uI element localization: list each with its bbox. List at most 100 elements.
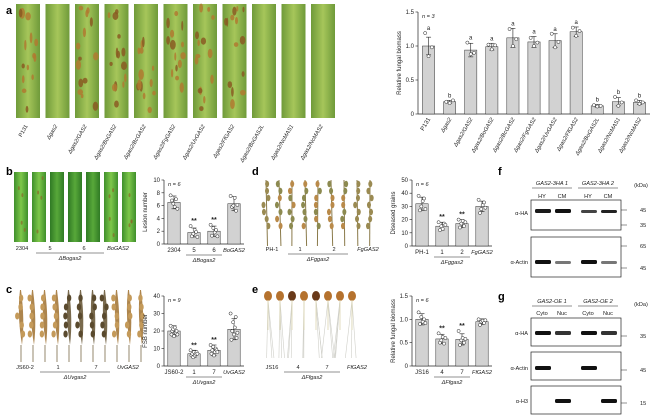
- chart-d-point: [443, 223, 448, 227]
- panel-b-photo: [14, 172, 136, 242]
- chart-d-point: [476, 197, 481, 202]
- chart-a-ytick-label: 0: [411, 112, 415, 118]
- panel-a-photo-label: Δgas2/NcMAS1: [270, 124, 295, 162]
- chart-d-point: [482, 200, 486, 205]
- chart-b-category-label: 2304: [167, 248, 181, 254]
- chart-d-n-label: n = 6: [416, 182, 429, 188]
- panel-label-c: c: [6, 284, 12, 296]
- chart-a-point: [640, 100, 645, 105]
- chart-a-ytick-label: 1.0: [406, 44, 415, 50]
- panel-label-g: g: [498, 291, 505, 303]
- chart-a-point: [577, 29, 582, 33]
- chart-a-point: [426, 54, 431, 59]
- chart-d-point: [479, 207, 484, 211]
- panel-g-lane-1: Cyto: [536, 311, 548, 317]
- chart-c-point: [195, 351, 200, 356]
- panel-b-chart: 0 2 4 6 8 10 Lesion number n = 6 ** ** 2304 5 6 BoGAS…: [143, 178, 246, 264]
- chart-b-ylabel: Lesion number: [143, 192, 149, 232]
- chart-a-category-label: Δgas2: [440, 116, 454, 134]
- chart-d-ytick-label: 30: [401, 204, 408, 210]
- chart-a-point: [511, 44, 515, 48]
- panel-a-photo-label: Δgas2/FfGAS2: [212, 123, 237, 160]
- chart-e-category-label: FfGAS2: [472, 370, 493, 376]
- panel-b-photo-label: 6: [82, 246, 85, 252]
- chart-d-ytick-label: 50: [401, 178, 408, 184]
- panel-e-photo-labels: JS16 4 7 FfGAS2 ΔFfgas2: [266, 365, 368, 381]
- chart-b-ytick-label: 2: [157, 229, 161, 235]
- chart-c-annotation: **: [191, 342, 197, 349]
- chart-e-point: [478, 323, 482, 327]
- chart-e-point: [416, 310, 421, 315]
- panel-f-lane-3: HY: [584, 194, 592, 200]
- panel-b-photo-labels: 2304 5 6 BoGAS2 ΔBogas2: [16, 246, 130, 262]
- chart-a-point: [489, 47, 494, 52]
- chart-d-point: [419, 204, 424, 209]
- chart-e-point: [439, 338, 444, 343]
- chart-a-point: [556, 40, 561, 44]
- chart-c-group-label: ΔUvgas2: [192, 380, 217, 386]
- chart-a-point: [472, 50, 476, 55]
- chart-b-point: [172, 205, 177, 209]
- chart-e-point: [458, 343, 462, 347]
- chart-b-point: [232, 196, 237, 200]
- chart-a-point: [598, 103, 603, 108]
- chart-e-bar: [475, 321, 489, 367]
- panel-f-blot-ha-label: α-HA: [515, 211, 528, 217]
- chart-d-ytick-label: 10: [401, 231, 408, 237]
- chart-e-point: [419, 315, 424, 319]
- chart-a-bar: [527, 41, 541, 115]
- panel-c-group-label: ΔUvgas2: [63, 375, 88, 381]
- panel-d-photo: [261, 179, 374, 247]
- chart-b-ytick-label: 4: [157, 216, 161, 222]
- chart-a-point: [444, 99, 449, 104]
- chart-a-point: [595, 104, 600, 109]
- chart-b-point: [231, 203, 236, 208]
- panel-f-lane-4: CM: [604, 194, 613, 200]
- chart-d-ylabel: Diseased grains: [391, 191, 397, 234]
- chart-d-bar: [475, 206, 489, 247]
- panel-b-photo-label: 5: [48, 246, 51, 252]
- chart-d-annotation: **: [459, 212, 465, 219]
- chart-d-category-label: 2: [460, 250, 464, 256]
- panel-g-blot: GAS2-OE 1 GAS2-OE 2 Cyto Nuc Cyto Nuc (k…: [510, 299, 648, 415]
- chart-e-point: [463, 337, 468, 341]
- chart-a-annotation: b: [448, 93, 452, 99]
- chart-a-point: [535, 40, 540, 45]
- panel-a-photo-label: P131: [18, 124, 30, 138]
- chart-d-point: [463, 220, 468, 225]
- chart-d-category-label: PH-1: [415, 250, 429, 256]
- panel-label-e: e: [252, 284, 258, 296]
- panel-g-header-2: GAS2-OE 2: [583, 299, 613, 305]
- chart-a-ytick-label: 1.5: [406, 10, 415, 16]
- chart-b-annotation: **: [191, 218, 197, 225]
- chart-a-bar: [569, 31, 583, 115]
- chart-d-category-label: 1: [440, 250, 444, 256]
- chart-a-point: [574, 33, 579, 38]
- panel-e-photo-label: JS16: [266, 365, 279, 371]
- chart-e-point: [462, 340, 466, 345]
- chart-e-point: [483, 318, 488, 323]
- panel-a-chart: 0 0.5 1.0 1.5 Relative fungal biomass n = 3 a b…: [397, 10, 650, 158]
- panel-a-photo-label: Δgas2/NcMAS2: [299, 123, 325, 162]
- panel-a-photo-label: Δgas2/BcGAS2: [123, 123, 149, 161]
- chart-b-category-label: BoGAS2: [223, 248, 246, 254]
- chart-d-ytick-label: 40: [401, 191, 408, 197]
- chart-c-point: [174, 329, 179, 333]
- chart-a-annotation: a: [511, 21, 515, 27]
- chart-d-point: [456, 217, 461, 222]
- panel-g-lane-4: Nuc: [603, 311, 613, 317]
- chart-a-point: [514, 37, 519, 42]
- panel-g-kda-label: (kDa): [634, 302, 648, 308]
- chart-b-annotation: **: [211, 217, 217, 224]
- chart-c-annotation: **: [211, 337, 217, 344]
- chart-c-ylabel: FSB number: [143, 314, 149, 348]
- chart-e-point: [456, 329, 461, 333]
- chart-b-point: [195, 235, 200, 239]
- chart-c-point: [172, 334, 176, 339]
- panel-a-photo-label: Δgas2/BoGAS2L: [239, 124, 266, 165]
- panel-g-blot-actin-label: α-Actin: [510, 366, 528, 372]
- chart-d-point: [418, 208, 422, 213]
- chart-a-point: [592, 103, 596, 108]
- panel-c-photo-label: JS60-2: [16, 365, 34, 371]
- panel-e-photo: [264, 291, 357, 359]
